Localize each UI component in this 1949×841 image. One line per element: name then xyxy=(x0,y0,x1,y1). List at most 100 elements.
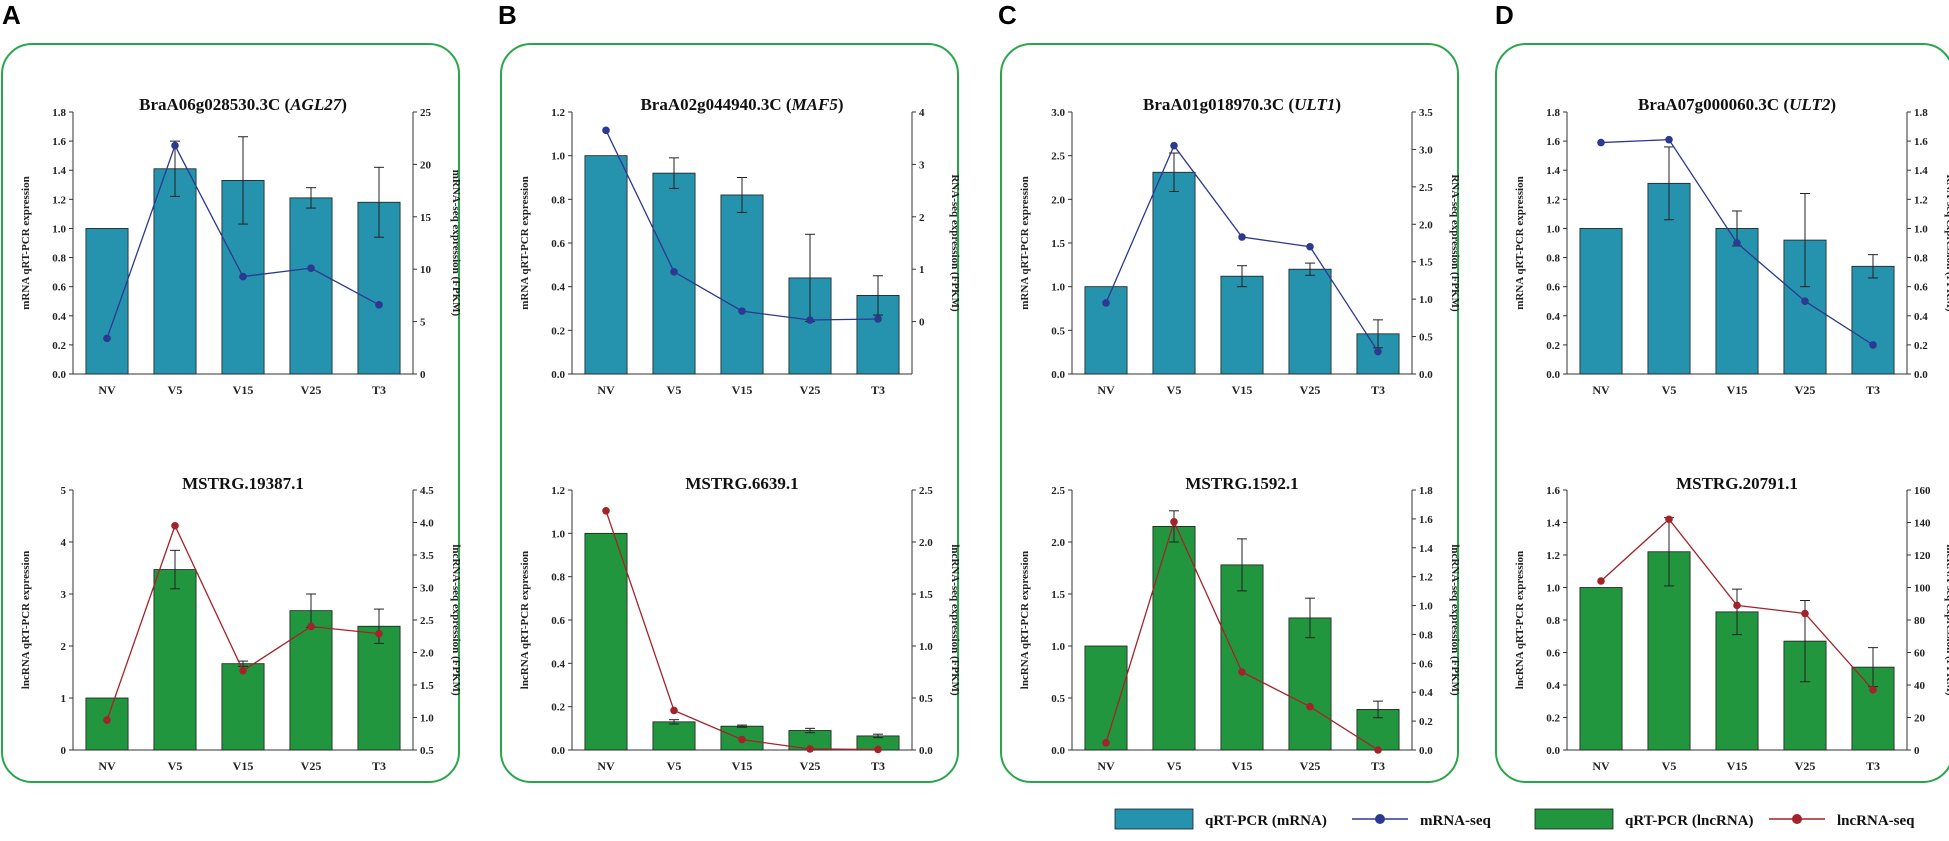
series-line xyxy=(605,510,879,751)
x-tick-label: V5 xyxy=(1167,383,1182,397)
chart-d-top: BraA07g000060.3C (ULT2) 0.0 0.2 0.4 0.6 0.8 1.… xyxy=(1514,95,1949,397)
y2-tick-label: 1.8 xyxy=(1419,485,1433,497)
y-tick-label: 1.4 xyxy=(1546,518,1560,530)
y2-axis-title: mRNA-seq expression (FPKM) xyxy=(450,170,462,317)
x-tick-label: NV xyxy=(597,383,615,397)
y2-tick-label: 1.5 xyxy=(420,680,434,692)
chart-title-gene: AGL27 xyxy=(289,95,343,114)
chart-title-main: MSTRG.1592.1 xyxy=(1185,474,1298,493)
y2-axis-title: lncRNA-seq expression (FPKM) xyxy=(949,544,961,696)
y-axis-title: mRNA qRT-PCR expression xyxy=(1019,176,1031,309)
y2-tick-label: 2.0 xyxy=(420,648,434,660)
legend-label: lncRNA-seq xyxy=(1837,813,1915,829)
y2-tick-label: 2.5 xyxy=(420,615,434,627)
y2-tick-label: 1.8 xyxy=(1914,107,1928,119)
y2-tick-label: 1.6 xyxy=(1419,514,1433,526)
y-tick-label: 2 xyxy=(61,641,67,653)
y2-tick-label: 4.5 xyxy=(420,485,434,497)
series-point xyxy=(375,301,383,309)
x-tick-label: T3 xyxy=(1866,383,1880,397)
panel-letter-b: B xyxy=(498,0,517,30)
legend-swatch-point xyxy=(1792,814,1802,824)
y-tick-label: 0.6 xyxy=(551,615,565,627)
chart-title-gene: MAF5 xyxy=(791,95,839,114)
x-tick-label: T3 xyxy=(871,383,885,397)
y2-tick-label: 0 xyxy=(919,317,925,329)
y2-tick-label: 0.2 xyxy=(1914,340,1928,352)
bar xyxy=(153,168,197,375)
x-tick-label: T3 xyxy=(1866,759,1880,773)
y2-tick-label: 2 xyxy=(919,212,925,224)
series-point xyxy=(1102,738,1110,747)
panel-letter-a: A xyxy=(2,0,21,30)
x-tick-label: V25 xyxy=(800,759,821,773)
x-tick-label: V15 xyxy=(732,383,753,397)
y2-tick-label: 0.6 xyxy=(1419,658,1433,670)
y2-tick-label: 0.6 xyxy=(1914,282,1928,294)
series-point xyxy=(171,521,179,530)
series-point xyxy=(171,141,179,150)
chart-title: MSTRG.1592.1 xyxy=(1185,474,1298,493)
y-tick-label: 0.5 xyxy=(1051,693,1065,705)
y2-tick-label: 0.4 xyxy=(1914,311,1928,323)
y2-tick-label: 40 xyxy=(1914,680,1926,692)
bar xyxy=(1288,268,1332,375)
series-point xyxy=(874,315,882,323)
y-tick-label: 0.8 xyxy=(1546,615,1560,627)
x-tick-label: T3 xyxy=(1371,759,1385,773)
legend-swatch-bar xyxy=(1534,808,1614,830)
x-tick-label: V5 xyxy=(1662,759,1677,773)
y-tick-label: 2.5 xyxy=(1051,485,1065,497)
bar xyxy=(1579,587,1623,751)
x-tick-label: V25 xyxy=(301,383,322,397)
series-point xyxy=(1170,517,1178,526)
chart-c-bottom: MSTRG.1592.1 0.0 0.5 1.0 1.5 2.0 2.5 0.0 0.2 0.4 0… xyxy=(1019,474,1461,773)
series-point xyxy=(307,264,315,272)
series-point xyxy=(738,735,746,744)
series-point xyxy=(1869,341,1877,349)
y2-axis-title: lncRNA-seq expression (FPKM) xyxy=(1449,544,1461,696)
bar xyxy=(1288,617,1332,751)
x-tick-label: NV xyxy=(1097,759,1115,773)
legend: qRT-PCR (mRNA) mRNA-seq qRT-PCR (lncRNA) ln… xyxy=(1114,808,1915,830)
series-point xyxy=(1801,297,1809,306)
legend-swatch-bar xyxy=(1114,808,1194,830)
y2-tick-label: 1.4 xyxy=(1419,543,1433,555)
y-axis-title: lncRNA qRT-PCR expression xyxy=(1514,551,1526,689)
y2-tick-label: 1.0 xyxy=(420,713,434,725)
y-axis-title: mRNA qRT-PCR expression xyxy=(519,176,531,309)
y-tick-label: 1.6 xyxy=(1546,136,1560,148)
panel-frame-d xyxy=(1495,43,1949,783)
legend-label: qRT-PCR (mRNA) xyxy=(1205,813,1327,829)
bar xyxy=(584,532,628,751)
y2-tick-label: 60 xyxy=(1914,648,1926,660)
y-tick-label: 5 xyxy=(61,485,67,497)
y2-axis-title: lncRNA-seq expression (FPKM) xyxy=(1944,544,1949,696)
y2-axis-title: RNA-seq expression (FPKM) xyxy=(949,174,961,312)
bar xyxy=(1579,228,1623,375)
y2-tick-label: 1.2 xyxy=(1419,572,1433,584)
chart-title-main: MSTRG.19387.1 xyxy=(182,474,304,493)
y2-tick-label: 0.5 xyxy=(919,693,933,705)
y-axis-title: mRNA qRT-PCR expression xyxy=(20,176,32,309)
bar xyxy=(1220,564,1264,751)
chart-title: MSTRG.19387.1 xyxy=(182,474,304,493)
series-point xyxy=(670,268,678,276)
bar xyxy=(720,194,764,375)
y-tick-label: 1.8 xyxy=(1546,107,1560,119)
y-tick-label: 0.0 xyxy=(551,369,565,381)
panel-frame-a xyxy=(1,43,460,783)
y-tick-label: 2.0 xyxy=(1051,194,1065,206)
bar xyxy=(85,697,129,751)
chart-title-main: MSTRG.6639.1 xyxy=(685,474,798,493)
x-tick-label: V15 xyxy=(233,383,254,397)
chart-a-bottom: MSTRG.19387.1 0 1 2 3 4 5 0.5 1.0 1.5 2.0 2.5 3.0 3.5… xyxy=(20,474,462,773)
y-tick-label: 1.0 xyxy=(1051,641,1065,653)
x-tick-label: NV xyxy=(597,759,615,773)
y-tick-label: 1.0 xyxy=(551,151,565,163)
y-tick-label: 0.6 xyxy=(551,238,565,250)
chart-b-top: BraA02g044940.3C (MAF5) 0.0 0.2 0.4 0.6 0.8 1.… xyxy=(519,95,961,397)
bar xyxy=(153,569,197,751)
y-tick-label: 0.4 xyxy=(1546,311,1560,323)
y2-tick-label: 5 xyxy=(420,317,426,329)
